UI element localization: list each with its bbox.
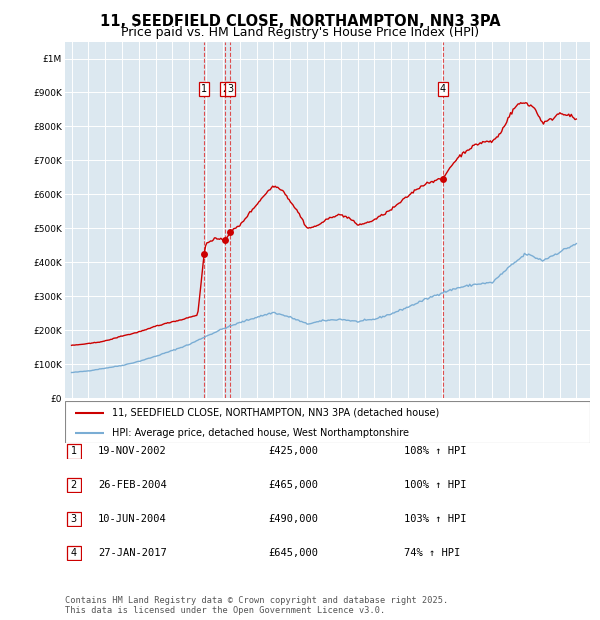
Text: £425,000: £425,000 <box>269 446 319 456</box>
Text: 1: 1 <box>201 84 207 94</box>
Text: £645,000: £645,000 <box>269 548 319 558</box>
Text: 2: 2 <box>71 480 77 490</box>
Text: 4: 4 <box>440 84 446 94</box>
Text: 74% ↑ HPI: 74% ↑ HPI <box>404 548 460 558</box>
Text: HPI: Average price, detached house, West Northamptonshire: HPI: Average price, detached house, West… <box>112 428 409 438</box>
Text: Price paid vs. HM Land Registry's House Price Index (HPI): Price paid vs. HM Land Registry's House … <box>121 26 479 39</box>
Text: 10-JUN-2004: 10-JUN-2004 <box>98 514 167 524</box>
Text: 3: 3 <box>71 514 77 524</box>
Text: 1: 1 <box>71 446 77 456</box>
Text: 11, SEEDFIELD CLOSE, NORTHAMPTON, NN3 3PA: 11, SEEDFIELD CLOSE, NORTHAMPTON, NN3 3P… <box>100 14 500 29</box>
Text: 3: 3 <box>227 84 233 94</box>
Text: £465,000: £465,000 <box>269 480 319 490</box>
Text: 100% ↑ HPI: 100% ↑ HPI <box>404 480 466 490</box>
Text: 11, SEEDFIELD CLOSE, NORTHAMPTON, NN3 3PA (detached house): 11, SEEDFIELD CLOSE, NORTHAMPTON, NN3 3P… <box>112 408 439 418</box>
Text: 108% ↑ HPI: 108% ↑ HPI <box>404 446 466 456</box>
Text: 103% ↑ HPI: 103% ↑ HPI <box>404 514 466 524</box>
Text: 26-FEB-2004: 26-FEB-2004 <box>98 480 167 490</box>
Text: 19-NOV-2002: 19-NOV-2002 <box>98 446 167 456</box>
Text: Contains HM Land Registry data © Crown copyright and database right 2025.
This d: Contains HM Land Registry data © Crown c… <box>65 596 448 615</box>
Text: 27-JAN-2017: 27-JAN-2017 <box>98 548 167 558</box>
Text: 2: 2 <box>223 84 229 94</box>
Text: £490,000: £490,000 <box>269 514 319 524</box>
Text: 4: 4 <box>71 548 77 558</box>
